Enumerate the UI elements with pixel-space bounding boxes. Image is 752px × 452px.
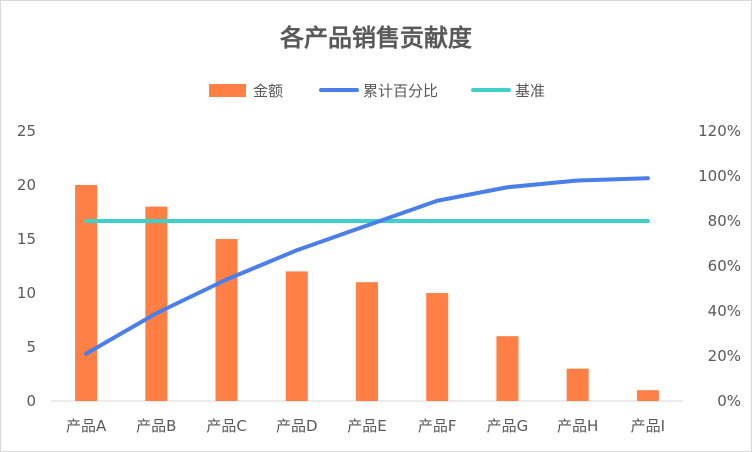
line-cumulative-percent bbox=[84, 176, 650, 356]
bar-series bbox=[75, 185, 659, 401]
category-tick-label: 产品A bbox=[66, 417, 107, 435]
legend-label-baseline: 基准 bbox=[515, 82, 545, 100]
chart-title: 各产品销售贡献度 bbox=[279, 24, 473, 52]
bar-amount bbox=[496, 336, 519, 401]
left-axis-tick-label: 0 bbox=[26, 392, 36, 410]
left-axis: 0 5 10 15 20 25 bbox=[17, 122, 36, 410]
right-axis-tick-label: 60% bbox=[708, 257, 741, 275]
bar-amount bbox=[145, 206, 168, 401]
category-tick-label: 产品G bbox=[487, 417, 529, 435]
right-axis-tick-label: 120% bbox=[698, 122, 741, 140]
left-axis-tick-label: 5 bbox=[26, 338, 36, 356]
bar-amount bbox=[356, 282, 378, 401]
category-tick-label: 产品B bbox=[136, 417, 176, 435]
bar-amount bbox=[566, 368, 589, 401]
category-tick-label: 产品C bbox=[206, 417, 246, 435]
bar-amount bbox=[636, 390, 659, 401]
right-axis-tick-label: 80% bbox=[708, 212, 741, 230]
left-axis-tick-label: 20 bbox=[17, 176, 36, 194]
legend-label-amount: 金额 bbox=[253, 82, 283, 100]
line-series bbox=[84, 176, 650, 356]
bar-amount bbox=[75, 185, 98, 401]
category-tick-label: 产品E bbox=[347, 417, 386, 435]
category-tick-label: 产品F bbox=[418, 417, 457, 435]
category-tick-label: 产品I bbox=[631, 417, 665, 435]
legend-label-cumulative: 累计百分比 bbox=[363, 82, 438, 100]
left-axis-tick-label: 10 bbox=[17, 284, 36, 302]
category-tick-label: 产品H bbox=[557, 417, 598, 435]
legend: 金额 累计百分比 基准 bbox=[209, 82, 545, 100]
left-axis-tick-label: 15 bbox=[17, 230, 36, 248]
bar-amount bbox=[215, 239, 238, 401]
right-axis-tick-label: 0% bbox=[717, 392, 741, 410]
right-axis-tick-label: 40% bbox=[708, 302, 741, 320]
bar-amount bbox=[285, 271, 308, 401]
right-axis: 0% 20% 40% 60% 80% 100% 120% bbox=[698, 122, 741, 410]
bar-amount bbox=[426, 293, 449, 401]
category-tick-label: 产品D bbox=[276, 417, 318, 435]
right-axis-tick-label: 20% bbox=[708, 347, 741, 365]
legend-swatch-amount bbox=[209, 84, 246, 97]
left-axis-tick-label: 25 bbox=[17, 122, 36, 140]
category-axis: 产品A 产品B 产品C 产品D 产品E 产品F 产品G 产品H 产品I bbox=[66, 417, 665, 435]
right-axis-tick-label: 100% bbox=[698, 167, 741, 185]
